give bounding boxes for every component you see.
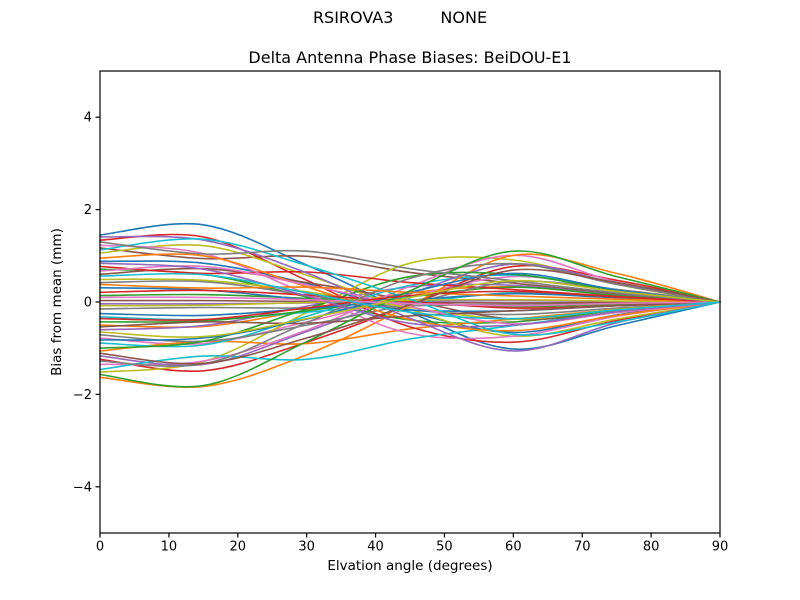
x-tick-label: 20 (230, 540, 247, 555)
series-line (99, 298, 721, 307)
x-tick-label: 60 (505, 540, 522, 555)
series-line (99, 268, 721, 365)
y-axis-label: Bias from mean (mm) (49, 228, 65, 376)
series-line (99, 290, 721, 321)
axes-title: Delta Antenna Phase Biases: BeiDOU-E1 (248, 48, 572, 67)
y-tick-label: −4 (73, 480, 92, 495)
series-line (99, 272, 721, 320)
series-line (99, 238, 721, 336)
series-line (99, 279, 721, 338)
series-line (99, 250, 721, 388)
x-tick-label: 90 (712, 540, 729, 555)
series-line (99, 296, 721, 307)
series-line (99, 253, 721, 389)
series-line (99, 299, 721, 304)
series-line (99, 247, 721, 303)
x-tick-label: 0 (96, 540, 104, 555)
series-line (99, 253, 721, 332)
y-tick-label: 4 (84, 111, 92, 126)
x-axis-label: Elvation angle (degrees) (327, 558, 493, 574)
series-line (99, 235, 721, 352)
series-line (99, 262, 721, 328)
y-tick-label: 0 (84, 296, 92, 311)
figure-title: RSIROVA3 NONE (0, 8, 800, 27)
y-tick-label: −2 (73, 388, 92, 403)
x-tick-label: 70 (574, 540, 591, 555)
series-line (99, 233, 721, 344)
x-tick-label: 80 (643, 540, 660, 555)
series-line (99, 265, 721, 325)
x-tick-label: 10 (161, 540, 178, 555)
series-line (99, 301, 721, 328)
x-tick-label: 40 (367, 540, 384, 555)
series-line (99, 283, 721, 303)
x-tick-label: 30 (298, 540, 315, 555)
figure-title-mode: NONE (440, 8, 488, 27)
y-tick-label: 2 (84, 203, 92, 218)
x-tick-label: 50 (436, 540, 453, 555)
series-line (99, 241, 721, 303)
figure-title-station: RSIROVA3 (312, 8, 394, 27)
